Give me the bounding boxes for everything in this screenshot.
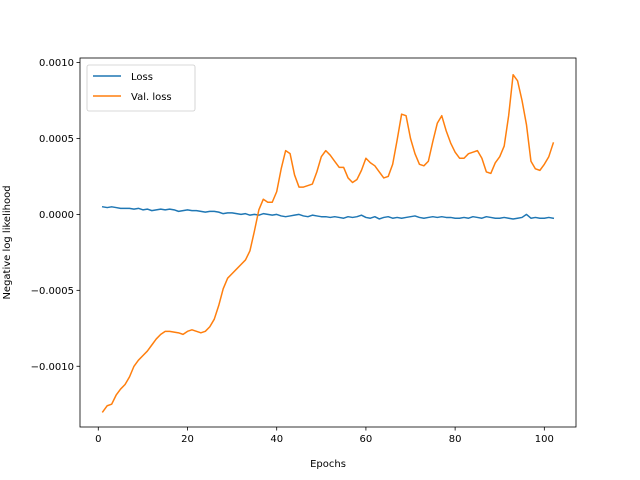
x-tick-label: 20 [181, 434, 194, 445]
y-tick-label: 0.0010 [39, 58, 74, 69]
x-tick-label: 80 [449, 434, 462, 445]
x-tick-label: 0 [95, 434, 101, 445]
series-line-0 [101, 205, 555, 220]
x-tick-label: 100 [535, 434, 554, 445]
y-tick-label: −0.0005 [31, 286, 74, 297]
y-axis: −0.0010 −0.0005 0.0000 0.0005 0.0010 [31, 58, 80, 373]
legend: Loss Val. loss [86, 64, 196, 112]
y-axis-label: Negative log likelihood [2, 185, 13, 299]
y-tick-label: 0.0000 [39, 210, 74, 221]
legend-entry-label: Loss [131, 72, 153, 83]
series-line-1 [101, 73, 555, 413]
y-tick-label: 0.0005 [39, 134, 74, 145]
x-axis: 0 20 40 60 80 100 [95, 427, 554, 445]
x-axis-label: Epochs [310, 459, 346, 470]
y-tick-label: −0.0010 [31, 362, 74, 373]
x-tick-label: 60 [360, 434, 373, 445]
axes-frame [79, 57, 577, 428]
plot-area [101, 73, 555, 413]
x-tick-label: 40 [270, 434, 283, 445]
legend-entry-label: Val. loss [131, 92, 172, 103]
